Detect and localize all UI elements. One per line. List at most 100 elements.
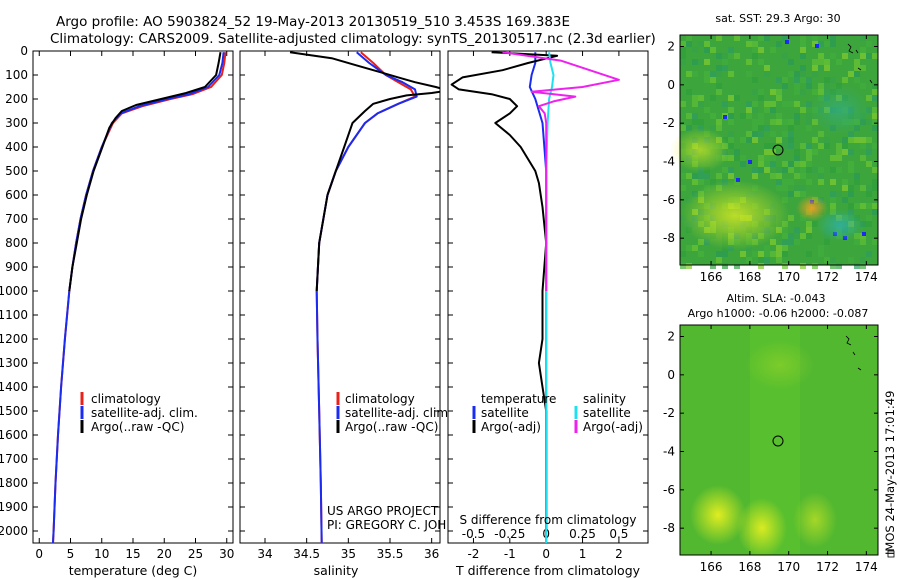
sst-texture-cell <box>764 71 770 77</box>
sst-texture-cell <box>680 53 686 59</box>
sst-texture-cell <box>758 257 764 263</box>
sst-texture-cell <box>800 161 806 167</box>
sst-texture-cell <box>872 125 878 131</box>
depth-tick-label: 200 <box>5 92 28 106</box>
sst-texture-cell <box>764 65 770 71</box>
sst-texture-cell <box>866 149 872 155</box>
sst-texture-cell <box>770 173 776 179</box>
sst-texture-cell <box>776 95 782 101</box>
sst-texture-cell <box>722 251 728 257</box>
sst-texture-cell <box>800 89 806 95</box>
sst-texture-cell <box>746 71 752 77</box>
sst-texture-cell <box>686 71 692 77</box>
title-line-1: Argo profile: AO 5903824_52 19-May-2013 … <box>56 14 570 30</box>
sst-texture-cell <box>764 107 770 113</box>
sst-texture-cell <box>800 191 806 197</box>
x-tick-label: 5 <box>67 547 75 561</box>
sst-texture-cell <box>872 179 878 185</box>
sst-texture-cell <box>704 59 710 65</box>
sst-texture-cell <box>848 161 854 167</box>
map-y-tick-label: -8 <box>663 231 675 245</box>
sst-texture-cell <box>818 245 824 251</box>
t-difference-x-axis: -2 -1 0 1 2 <box>467 51 623 561</box>
sst-texture-cell <box>692 245 698 251</box>
temperature-axes-frame <box>32 50 234 544</box>
sst-texture-cell <box>704 47 710 53</box>
x-tick-label: 35.5 <box>377 547 404 561</box>
sst-texture-cell <box>752 77 758 83</box>
depth-tick-label: 1800 <box>0 476 28 490</box>
sst-texture-cell <box>806 155 812 161</box>
sst-texture-cell <box>854 239 860 245</box>
sst-texture-cell <box>836 143 842 149</box>
sst-texture-cell <box>752 53 758 59</box>
sst-texture-cell <box>722 263 728 269</box>
sst-texture-cell <box>776 179 782 185</box>
sst-texture-cell <box>872 209 878 215</box>
sst-texture-cell <box>800 35 806 41</box>
sst-cold-pixel <box>723 115 727 119</box>
x-tick-label: 36 <box>424 547 439 561</box>
sst-texture-cell <box>776 119 782 125</box>
sst-coastline <box>847 43 873 84</box>
sst-texture-cell <box>812 65 818 71</box>
sst-texture-cell <box>866 119 872 125</box>
sst-texture-cell <box>812 89 818 95</box>
sst-texture-cell <box>800 263 806 269</box>
sst-texture-cell <box>842 179 848 185</box>
x-tick-label: 25 <box>188 547 203 561</box>
sst-texture-cell <box>794 155 800 161</box>
sst-texture-cell <box>728 173 734 179</box>
sst-map-axes: 166 168 170 172 174 2 0 -2 -4 -6 -8 <box>663 35 878 284</box>
sst-texture-cell <box>830 257 836 263</box>
sst-texture-cell <box>866 221 872 227</box>
sst-texture-cell <box>788 71 794 77</box>
sst-texture-cell <box>818 59 824 65</box>
sst-texture-cell <box>836 263 842 269</box>
map-x-tick-label: 166 <box>700 270 723 284</box>
map-y-tick-label: -2 <box>663 406 675 420</box>
sst-texture-cell <box>860 65 866 71</box>
sst-texture-cell <box>716 119 722 125</box>
sla-map-axes: 166 168 170 172 174 2 0 -2 -4 -6 -8 <box>663 325 878 574</box>
sst-texture-cell <box>842 77 848 83</box>
sst-texture-cell <box>818 65 824 71</box>
sst-texture-cell <box>692 101 698 107</box>
sst-texture-cell <box>758 35 764 41</box>
sst-warm-region <box>670 128 730 172</box>
map-y-tick-label: 2 <box>667 40 675 54</box>
sst-texture-cell <box>764 167 770 173</box>
sst-texture-cell <box>710 179 716 185</box>
sst-texture-cell <box>770 251 776 257</box>
sst-texture-cell <box>698 59 704 65</box>
sst-texture-cell <box>830 53 836 59</box>
sst-texture-cell <box>758 155 764 161</box>
sst-texture-cell <box>680 41 686 47</box>
sst-texture-cell <box>728 143 734 149</box>
sst-texture-cell <box>770 47 776 53</box>
salinity-legend: climatology satellite-adj. clim. Argo(..… <box>336 392 452 434</box>
sst-texture-cell <box>776 113 782 119</box>
sst-texture-cell <box>830 263 836 269</box>
sst-texture-cell <box>740 155 746 161</box>
sst-texture-cell <box>716 89 722 95</box>
imos-logo-icon <box>887 550 895 558</box>
sst-texture-cell <box>860 53 866 59</box>
sst-texture-cell <box>866 53 872 59</box>
map-x-tick-label: 168 <box>738 560 761 574</box>
sst-texture-cell <box>812 71 818 77</box>
sst-texture-cell <box>686 263 692 269</box>
sla-high-region <box>690 485 746 545</box>
sst-cool-region <box>810 85 870 135</box>
sst-texture-cell <box>752 47 758 53</box>
sst-texture-cell <box>728 137 734 143</box>
x-tick-label: 15 <box>125 547 140 561</box>
sst-texture-cell <box>764 251 770 257</box>
sst-texture-cell <box>776 41 782 47</box>
salinity-panel: 34 34.5 35 35.5 36 climatology satellite-adj… <box>239 50 481 578</box>
depth-tick-label: 500 <box>5 164 28 178</box>
sst-texture-cell <box>788 161 794 167</box>
sst-texture-cell <box>758 263 764 269</box>
sst-texture-cell <box>782 179 788 185</box>
sst-texture-cell <box>692 179 698 185</box>
